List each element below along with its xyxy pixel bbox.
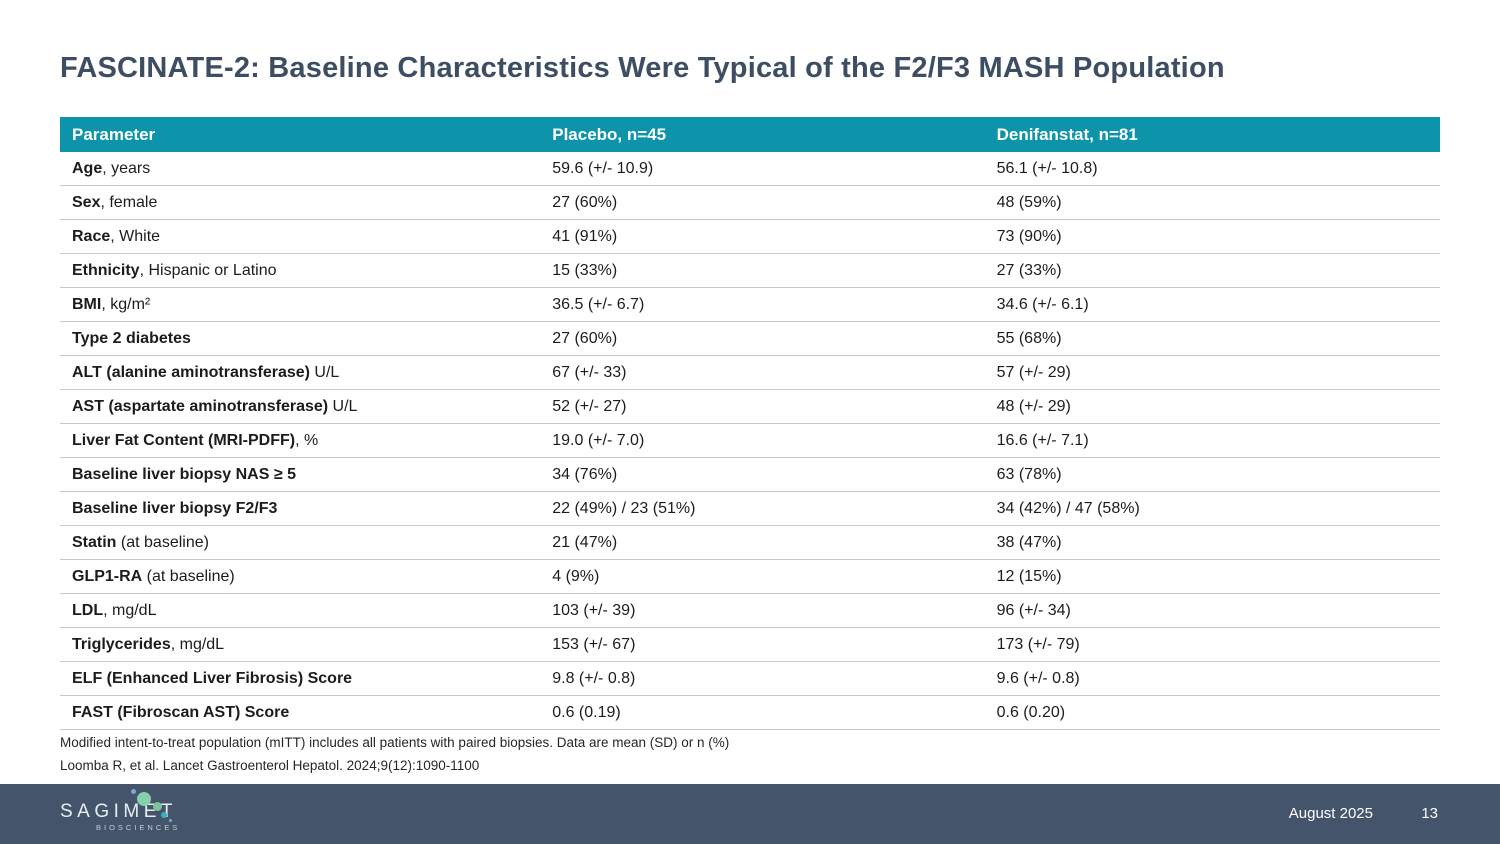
placebo-value-cell: 52 (+/- 27) — [540, 389, 985, 424]
placebo-value-cell: 103 (+/- 39) — [540, 593, 985, 628]
placebo-value-cell: 0.6 (0.19) — [540, 695, 985, 730]
parameter-cell: Race, White — [60, 219, 541, 254]
placebo-value-cell: 67 (+/- 33) — [540, 355, 985, 390]
slide-title: FASCINATE-2: Baseline Characteristics We… — [60, 52, 1225, 84]
table-row: Type 2 diabetes 27 (60%) 55 (68%) — [60, 321, 1440, 356]
footer-bar: SAGIMET BIOSCIENCES August 2025 13 — [0, 784, 1500, 844]
placebo-value-cell: 59.6 (+/- 10.9) — [540, 152, 985, 186]
placebo-value-cell: 21 (47%) — [540, 525, 985, 560]
logo-subtext: BIOSCIENCES — [96, 823, 181, 832]
placebo-value-cell: 27 (60%) — [540, 185, 985, 220]
parameter-cell: ELF (Enhanced Liver Fibrosis) Score — [60, 661, 541, 696]
column-header-placebo: Placebo, n=45 — [540, 117, 985, 152]
table-row: Statin (at baseline) 21 (47%) 38 (47%) — [60, 525, 1440, 560]
column-header-denifanstat: Denifanstat, n=81 — [984, 117, 1440, 152]
parameter-cell: Sex, female — [60, 185, 541, 220]
denifanstat-value-cell: 34.6 (+/- 6.1) — [984, 287, 1440, 322]
placebo-value-cell: 36.5 (+/- 6.7) — [540, 287, 985, 322]
placebo-value-cell: 15 (33%) — [540, 253, 985, 288]
parameter-cell: Type 2 diabetes — [60, 321, 541, 356]
table-row: Liver Fat Content (MRI-PDFF), % 19.0 (+/-… — [60, 423, 1440, 458]
parameter-cell: Age, years — [60, 152, 541, 186]
table-row: ALT (alanine aminotransferase) U/L 67 (+/… — [60, 355, 1440, 390]
placebo-value-cell: 22 (49%) / 23 (51%) — [540, 491, 985, 526]
denifanstat-value-cell: 16.6 (+/- 7.1) — [984, 423, 1440, 458]
logo-dots-icon — [128, 786, 188, 828]
table-row: Triglycerides, mg/dL 153 (+/- 67) 173 (+/-… — [60, 627, 1440, 662]
denifanstat-value-cell: 48 (+/- 29) — [984, 389, 1440, 424]
denifanstat-value-cell: 48 (59%) — [984, 185, 1440, 220]
table-row: Age, years 59.6 (+/- 10.9) 56.1 (+/- 10.8) — [60, 152, 1440, 186]
logo-wordmark: SAGIMET — [60, 801, 178, 822]
denifanstat-value-cell: 57 (+/- 29) — [984, 355, 1440, 390]
footnote-citation: Loomba R, et al. Lancet Gastroenterol He… — [60, 758, 480, 773]
parameter-cell: Statin (at baseline) — [60, 525, 541, 560]
placebo-value-cell: 41 (91%) — [540, 219, 985, 254]
parameter-cell: AST (aspartate aminotransferase) U/L — [60, 389, 541, 424]
parameter-cell: FAST (Fibroscan AST) Score — [60, 695, 541, 730]
denifanstat-value-cell: 0.6 (0.20) — [984, 695, 1440, 730]
denifanstat-value-cell: 173 (+/- 79) — [984, 627, 1440, 662]
table-row: Baseline liver biopsy NAS ≥ 5 34 (76%) 63 … — [60, 457, 1440, 492]
parameter-cell: Ethnicity, Hispanic or Latino — [60, 253, 541, 288]
placebo-value-cell: 27 (60%) — [540, 321, 985, 356]
denifanstat-value-cell: 96 (+/- 34) — [984, 593, 1440, 628]
table-row: ELF (Enhanced Liver Fibrosis) Score 9.8 (… — [60, 661, 1440, 696]
placebo-value-cell: 9.8 (+/- 0.8) — [540, 661, 985, 696]
parameter-cell: Triglycerides, mg/dL — [60, 627, 541, 662]
footnotes: Modified intent-to-treat population (mIT… — [60, 731, 1440, 777]
table-row: Race, White 41 (91%) 73 (90%) — [60, 219, 1440, 254]
denifanstat-value-cell: 55 (68%) — [984, 321, 1440, 356]
denifanstat-value-cell: 12 (15%) — [984, 559, 1440, 594]
footer-date: August 2025 — [1288, 805, 1373, 822]
page-number: 13 — [1421, 805, 1438, 822]
sagimet-logo: SAGIMET BIOSCIENCES — [60, 784, 260, 844]
table-header-row: Parameter Placebo, n=45 Denifanstat, n=8… — [60, 117, 1440, 152]
denifanstat-value-cell: 27 (33%) — [984, 253, 1440, 288]
table-row: Sex, female 27 (60%) 48 (59%) — [60, 185, 1440, 220]
parameter-cell: BMI, kg/m² — [60, 287, 541, 322]
placebo-value-cell: 34 (76%) — [540, 457, 985, 492]
parameter-cell: Baseline liver biopsy F2/F3 — [60, 491, 541, 526]
table-row: AST (aspartate aminotransferase) U/L 52 (… — [60, 389, 1440, 424]
parameter-cell: GLP1-RA (at baseline) — [60, 559, 541, 594]
denifanstat-value-cell: 73 (90%) — [984, 219, 1440, 254]
table-row: GLP1-RA (at baseline) 4 (9%) 12 (15%) — [60, 559, 1440, 594]
parameter-cell: Baseline liver biopsy NAS ≥ 5 — [60, 457, 541, 492]
table-body: Age, years 59.6 (+/- 10.9) 56.1 (+/- 10.8)… — [60, 152, 1440, 730]
table-row: Baseline liver biopsy F2/F3 22 (49%) / 23… — [60, 491, 1440, 526]
placebo-value-cell: 153 (+/- 67) — [540, 627, 985, 662]
denifanstat-value-cell: 34 (42%) / 47 (58%) — [984, 491, 1440, 526]
baseline-characteristics-table: Parameter Placebo, n=45 Denifanstat, n=8… — [60, 117, 1440, 730]
parameter-cell: LDL, mg/dL — [60, 593, 541, 628]
table-row: LDL, mg/dL 103 (+/- 39) 96 (+/- 34) — [60, 593, 1440, 628]
data-table: Parameter Placebo, n=45 Denifanstat, n=8… — [60, 117, 1440, 730]
table-row: BMI, kg/m² 36.5 (+/- 6.7) 34.6 (+/- 6.1) — [60, 287, 1440, 322]
denifanstat-value-cell: 63 (78%) — [984, 457, 1440, 492]
footnote-population: Modified intent-to-treat population (mIT… — [60, 735, 730, 750]
placebo-value-cell: 4 (9%) — [540, 559, 985, 594]
parameter-cell: Liver Fat Content (MRI-PDFF), % — [60, 423, 541, 458]
table-row: FAST (Fibroscan AST) Score 0.6 (0.19) 0.6 … — [60, 695, 1440, 730]
parameter-cell: ALT (alanine aminotransferase) U/L — [60, 355, 541, 390]
table-row: Ethnicity, Hispanic or Latino 15 (33%) 27 … — [60, 253, 1440, 288]
denifanstat-value-cell: 38 (47%) — [984, 525, 1440, 560]
denifanstat-value-cell: 56.1 (+/- 10.8) — [984, 152, 1440, 186]
column-header-parameter: Parameter — [60, 117, 541, 152]
placebo-value-cell: 19.0 (+/- 7.0) — [540, 423, 985, 458]
denifanstat-value-cell: 9.6 (+/- 0.8) — [984, 661, 1440, 696]
